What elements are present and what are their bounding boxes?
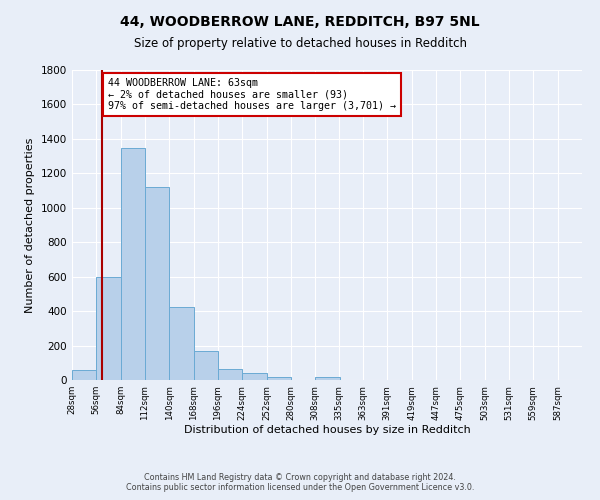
Bar [266, 376, 291, 380]
Bar [169, 307, 194, 380]
Bar [72, 370, 97, 380]
Y-axis label: Number of detached properties: Number of detached properties [25, 138, 35, 312]
Text: 44 WOODBERROW LANE: 63sqm
← 2% of detached houses are smaller (93)
97% of semi-d: 44 WOODBERROW LANE: 63sqm ← 2% of detach… [109, 78, 397, 111]
Text: Contains HM Land Registry data © Crown copyright and database right 2024.
Contai: Contains HM Land Registry data © Crown c… [126, 473, 474, 492]
Bar [315, 376, 340, 380]
Bar [121, 148, 145, 380]
Text: 44, WOODBERROW LANE, REDDITCH, B97 5NL: 44, WOODBERROW LANE, REDDITCH, B97 5NL [120, 15, 480, 29]
Bar [97, 276, 121, 380]
Bar [218, 369, 242, 380]
Bar [194, 350, 218, 380]
X-axis label: Distribution of detached houses by size in Redditch: Distribution of detached houses by size … [184, 426, 470, 436]
Text: Size of property relative to detached houses in Redditch: Size of property relative to detached ho… [133, 38, 467, 51]
Bar [145, 187, 169, 380]
Bar [242, 373, 266, 380]
